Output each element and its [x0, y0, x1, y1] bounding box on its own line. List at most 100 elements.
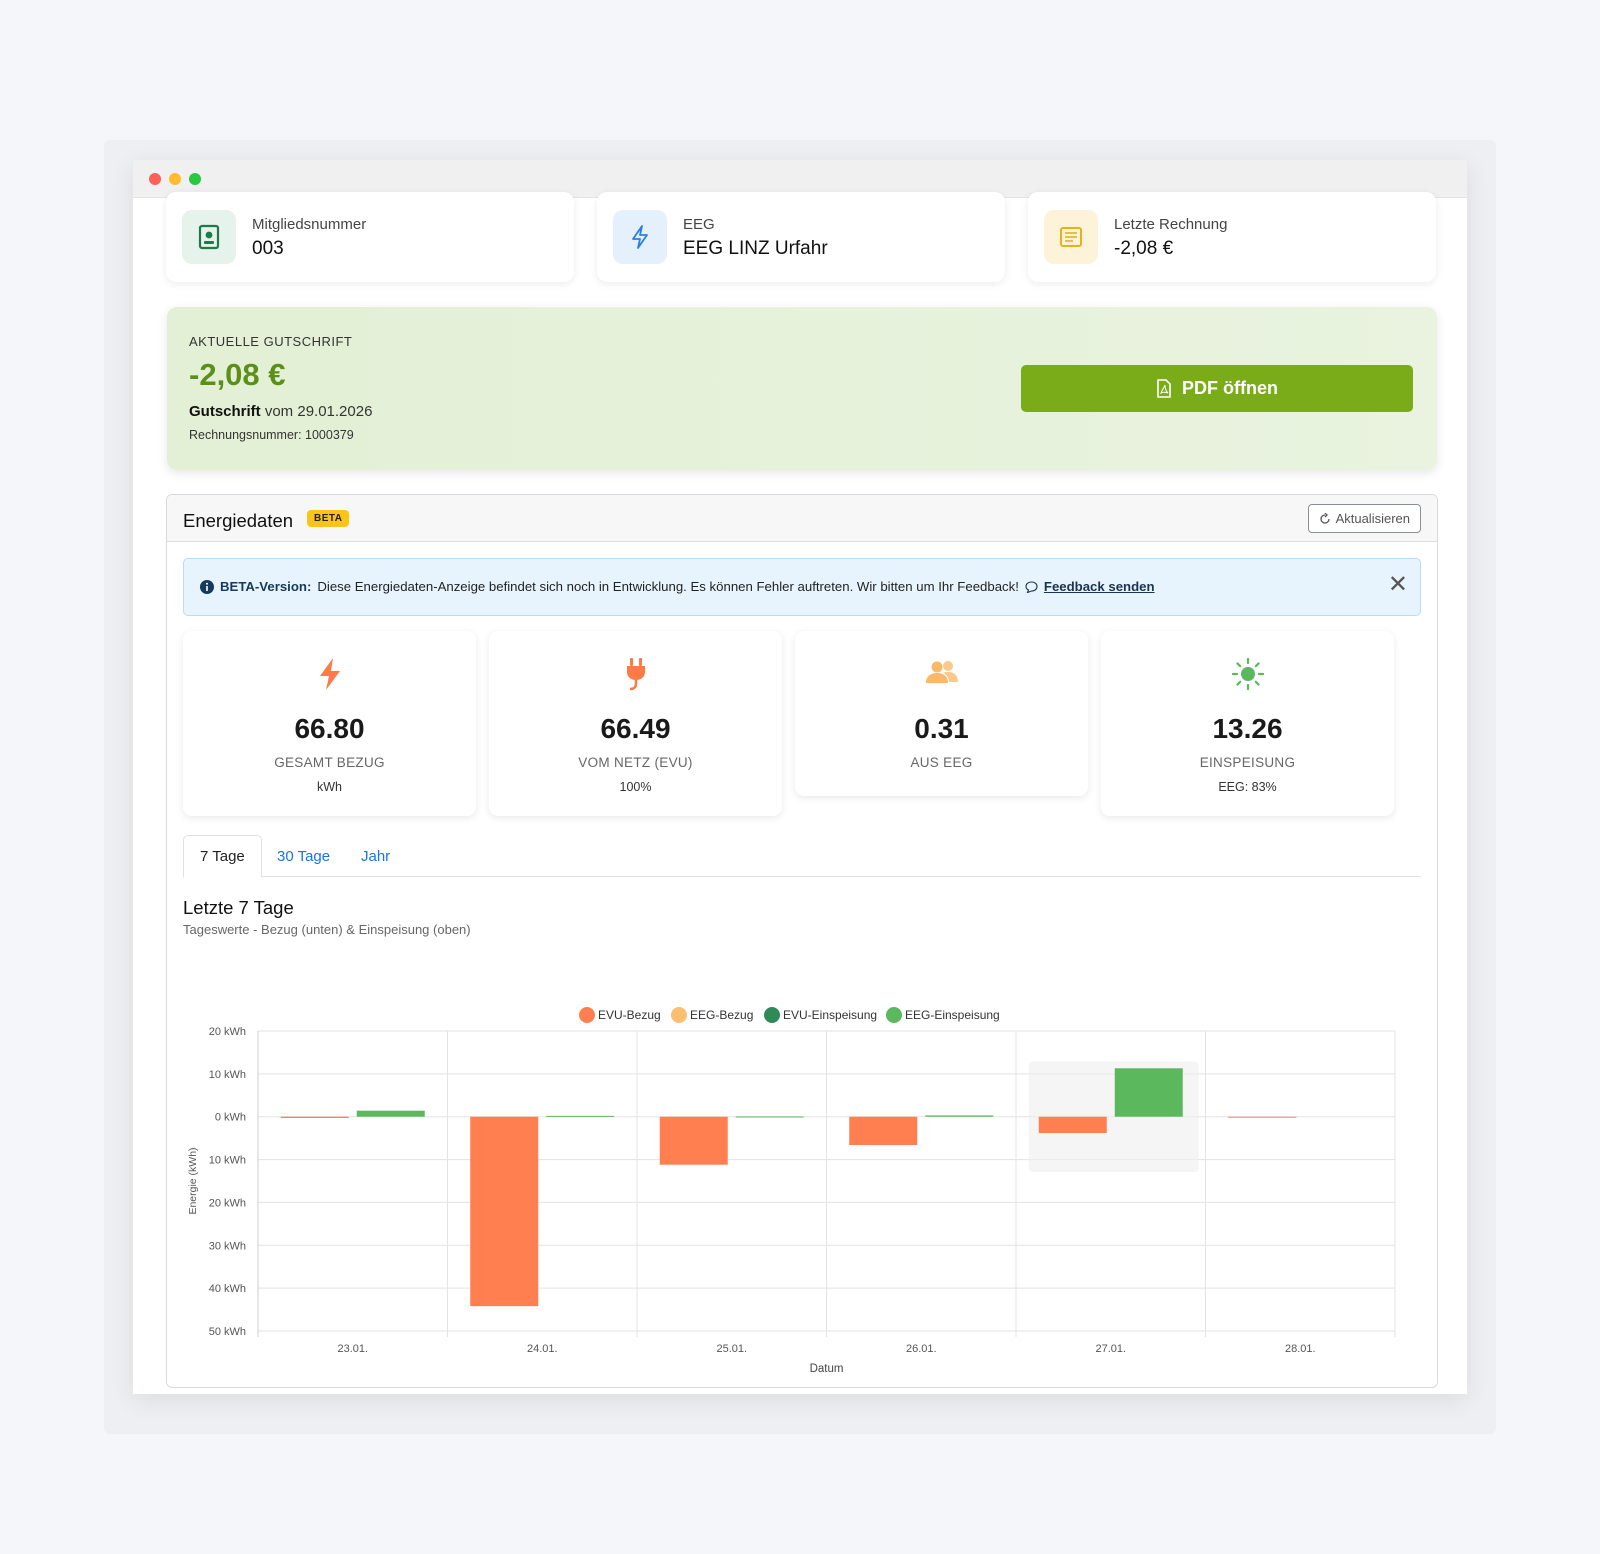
window-titlebar	[133, 160, 1467, 198]
beta-alert-message: Diese Energiedaten-Anzeige befindet sich…	[317, 579, 1019, 594]
plug-icon	[489, 657, 782, 691]
x-tick-label: 25.01.	[716, 1343, 747, 1355]
x-tick-label: 24.01.	[527, 1343, 558, 1355]
stat-label: AUS EEG	[910, 755, 973, 770]
eeg-card: EEG EEG LINZ Urfahr	[597, 192, 1005, 282]
tab-7-days[interactable]: 7 Tage	[183, 835, 262, 878]
legend-label: EVU-Einspeisung	[783, 1008, 877, 1022]
maximize-window-button[interactable]	[189, 173, 201, 185]
open-pdf-label: PDF öffnen	[1182, 378, 1278, 398]
credit-amount: -2,08 €	[189, 357, 286, 392]
stat-label: VOM NETZ (EVU)	[578, 755, 693, 770]
legend-marker	[671, 1007, 687, 1023]
invoice-icon	[1044, 210, 1098, 264]
energy-panel-title: Energiedaten	[183, 510, 294, 531]
legend-marker	[886, 1007, 902, 1023]
eeg-label: EEG	[683, 216, 715, 233]
close-alert-button[interactable]: ✕	[1387, 571, 1408, 598]
stat-value: 66.80	[294, 713, 365, 744]
refresh-label: Aktualisieren	[1335, 511, 1410, 526]
beta-alert: BETA-Version: Diese Energiedaten-Anzeige…	[183, 558, 1421, 616]
y-tick-label: 30 kWh	[209, 1240, 246, 1252]
feedback-link[interactable]: Feedback senden	[1043, 579, 1155, 594]
member-number-value: 003	[252, 238, 284, 259]
stat-sub: 100%	[619, 780, 652, 794]
stat-label: GESAMT BEZUG	[274, 755, 385, 770]
bar	[849, 1116, 918, 1145]
stat-label: EINSPEISUNG	[1199, 755, 1296, 770]
energy-bar-chart: EVU-Bezug EEG-Bezug EVU-Einspeisung EEG-Ein…	[187, 1007, 1396, 1375]
sun-icon	[1101, 657, 1394, 691]
energy-data-panel: Energiedaten BETA Aktualisieren BETA-Ver…	[166, 494, 1438, 1388]
stat-card-eeg: 0.31 AUS EEG	[795, 631, 1088, 796]
close-window-button[interactable]	[149, 173, 161, 185]
y-tick-label: 20 kWh	[209, 1026, 246, 1038]
refresh-button[interactable]: Aktualisieren	[1307, 504, 1421, 533]
tab-30-days[interactable]: 30 Tage	[277, 847, 331, 865]
x-tick-label: 26.01.	[906, 1343, 937, 1355]
y-tick-label: 0 kWh	[215, 1112, 246, 1124]
bar	[1114, 1068, 1183, 1117]
tab-year[interactable]: Jahr	[361, 847, 391, 865]
open-pdf-button[interactable]: PDF öffnen	[1021, 365, 1413, 412]
bar	[735, 1116, 804, 1118]
chart-title: Letzte 7 Tage	[183, 897, 294, 918]
period-tabs: 7 Tage 30 Tage Jahr	[183, 835, 1421, 878]
credit-type: Gutschrift	[189, 403, 261, 420]
info-icon	[200, 579, 214, 594]
stat-sub: EEG: 83%	[1218, 780, 1277, 794]
last-invoice-card: Letzte Rechnung -2,08 €	[1028, 192, 1436, 282]
member-card-icon	[182, 210, 236, 264]
legend-label: EVU-Bezug	[598, 1008, 661, 1022]
last-invoice-value: -2,08 €	[1114, 238, 1174, 259]
users-icon	[795, 657, 1088, 691]
bar	[546, 1115, 615, 1117]
x-axis-title: Datum	[810, 1363, 844, 1375]
bar	[925, 1115, 994, 1117]
y-tick-label: 10 kWh	[209, 1069, 246, 1081]
chart-subtitle: Tageswerte - Bezug (unten) & Einspeisung…	[183, 922, 471, 937]
member-number-card: Mitgliedsnummer 003	[166, 192, 574, 282]
lightning-icon	[613, 210, 667, 264]
bar	[280, 1116, 349, 1118]
beta-badge: BETA	[307, 510, 350, 527]
beta-alert-text: BETA-Version: Diese Energiedaten-Anzeige…	[200, 579, 1155, 594]
invoice-number: Rechnungsnummer: 1000379	[189, 428, 354, 442]
pdf-file-icon	[1157, 379, 1171, 398]
x-tick-label: 23.01.	[337, 1343, 368, 1355]
x-tick-label: 28.01.	[1285, 1343, 1316, 1355]
y-tick-label: 50 kWh	[209, 1326, 246, 1338]
refresh-icon	[1319, 512, 1330, 524]
legend-label: EEG-Bezug	[690, 1008, 753, 1022]
legend-marker	[579, 1007, 595, 1023]
legend-marker	[764, 1007, 780, 1023]
y-tick-label: 40 kWh	[209, 1283, 246, 1295]
bar	[1228, 1116, 1297, 1118]
y-tick-label: 20 kWh	[209, 1197, 246, 1209]
last-invoice-label: Letzte Rechnung	[1114, 216, 1228, 233]
credit-date: Gutschrift vom 29.01.2026	[189, 403, 372, 420]
chat-bubble-icon	[1025, 580, 1038, 593]
stat-value: 13.26	[1212, 713, 1283, 744]
x-tick-label: 27.01.	[1095, 1343, 1126, 1355]
credit-kicker: AKTUELLE GUTSCHRIFT	[189, 334, 353, 349]
y-axis-title: Energie (kWh)	[187, 1147, 199, 1214]
energy-panel-header: Energiedaten BETA Aktualisieren	[167, 495, 1437, 542]
lightning-icon	[183, 657, 476, 691]
stat-sub: kWh	[317, 780, 342, 794]
stat-value: 0.31	[914, 713, 969, 744]
member-number-label: Mitgliedsnummer	[252, 216, 367, 233]
beta-alert-title: BETA-Version:	[220, 579, 312, 594]
credit-date-text: vom 29.01.2026	[264, 403, 373, 420]
minimize-window-button[interactable]	[169, 173, 181, 185]
current-credit-banner: AKTUELLE GUTSCHRIFT -2,08 € Gutschrift v…	[167, 307, 1437, 470]
bar	[356, 1110, 425, 1117]
stat-card-feed-in: 13.26 EINSPEISUNG EEG: 83%	[1101, 631, 1394, 816]
page-content: Mitgliedsnummer 003 EEG EEG LINZ Urfahr …	[133, 192, 1467, 1394]
bar	[470, 1116, 539, 1307]
eeg-value: EEG LINZ Urfahr	[683, 238, 828, 259]
stat-card-grid: 66.49 VOM NETZ (EVU) 100%	[489, 631, 782, 816]
stat-value: 66.49	[600, 713, 671, 744]
stat-card-total: 66.80 GESAMT BEZUG kWh	[183, 631, 476, 816]
bar	[1038, 1116, 1107, 1133]
